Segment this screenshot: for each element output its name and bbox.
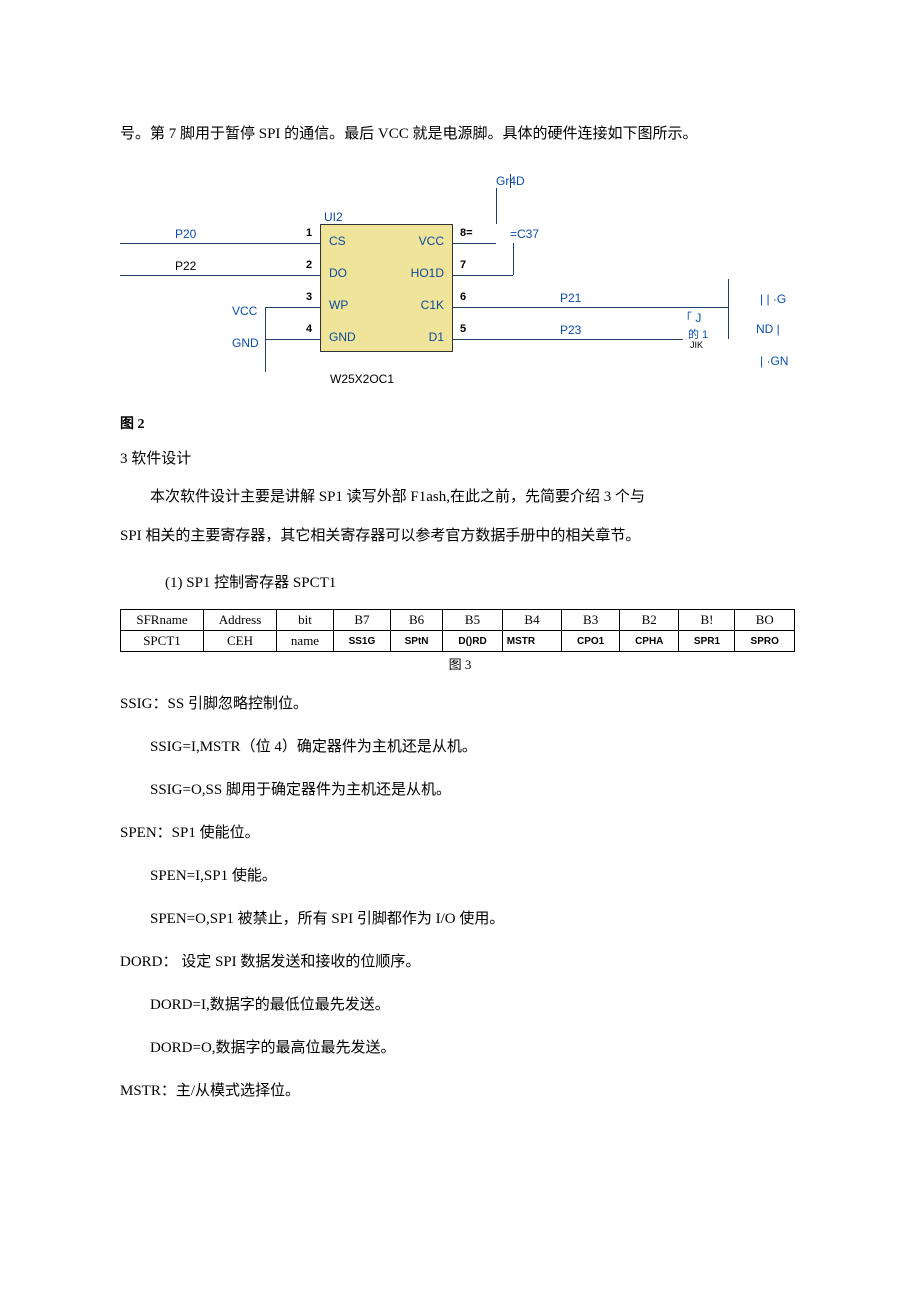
table-row: SFRname Address bit B7 B6 B5 B4 B3 B2 B!…: [121, 610, 795, 631]
pin-number: 7: [460, 259, 466, 271]
wire: [265, 339, 320, 340]
net-label: P21: [560, 291, 581, 305]
table-cell: CPO1: [562, 631, 620, 652]
ssig-heading: SSIG：SS 引脚忽略控制位。: [120, 685, 800, 724]
table-cell: SPR1: [679, 631, 735, 652]
section3-title: 3 软件设计: [120, 447, 800, 468]
pin-name: CS: [329, 234, 346, 248]
pin-number: 2: [306, 259, 312, 271]
table-cell: SPtN: [390, 631, 442, 652]
spen-detail-a: SPEN=I,SP1 使能。: [150, 857, 800, 896]
misc-label: | ·GN: [760, 354, 788, 368]
wire: [496, 188, 497, 224]
misc-label: JIK: [690, 340, 703, 350]
net-label: P20: [175, 227, 196, 241]
table-cell: SPCT1: [121, 631, 204, 652]
pin-number: 8=: [460, 227, 473, 239]
section3-para-a: 本次软件设计主要是讲解 SP1 读写外部 F1ash,在此之前，先简要介绍 3 …: [120, 478, 800, 517]
chip-ref: UI2: [324, 210, 343, 224]
table-cell: Address: [204, 610, 277, 631]
table-cell: B7: [334, 610, 391, 631]
wire: [120, 243, 320, 244]
section3-para-b: SPI 相关的主要寄存器，其它相关寄存器可以参考官方数据手册中的相关章节。: [120, 517, 800, 556]
pin-number: 6: [460, 291, 466, 303]
table-row: SPCT1 CEH name SS1G SPtN D()RD MSTR CPO1…: [121, 631, 795, 652]
spen-detail-b: SPEN=O,SP1 被禁止，所有 SPI 引脚都作为 I/O 使用。: [150, 900, 800, 939]
figure2-caption: 图 2: [120, 413, 800, 433]
wire: [453, 307, 728, 308]
wire: [453, 275, 513, 276]
pin-number: 1: [306, 227, 312, 239]
pin-number: 5: [460, 323, 466, 335]
table-cell: name: [277, 631, 334, 652]
list-item-1: (1) SP1 控制寄存器 SPCT1: [120, 564, 800, 603]
spen-heading: SPEN：SP1 使能位。: [120, 814, 800, 853]
misc-label: 「 J: [680, 309, 701, 326]
chip-model: W25X2OC1: [330, 372, 394, 386]
wire: [510, 174, 511, 188]
chip-body: CS VCC DO HO1D WP C1K GND D1: [320, 224, 453, 352]
table-cell: BO: [735, 610, 795, 631]
mstr-heading: MSTR：主/从模式选择位。: [120, 1072, 800, 1111]
pin-name: C1K: [421, 298, 444, 312]
table-cell: B!: [679, 610, 735, 631]
table-cell: MSTR: [502, 631, 562, 652]
net-label: GND: [232, 336, 259, 350]
table-cell: B2: [619, 610, 679, 631]
table-cell: CEH: [204, 631, 277, 652]
register-table: SFRname Address bit B7 B6 B5 B4 B3 B2 B!…: [120, 609, 795, 652]
pin-name: GND: [329, 330, 356, 344]
net-label: VCC: [232, 304, 257, 318]
misc-label: ND |: [756, 322, 780, 336]
table-cell: D()RD: [443, 631, 502, 652]
wire: [513, 243, 514, 275]
wire: [120, 275, 320, 276]
table-cell: B3: [562, 610, 620, 631]
dord-heading: DORD： 设定 SPI 数据发送和接收的位顺序。: [120, 943, 800, 982]
misc-label: | | ·G: [760, 292, 786, 306]
net-label: P23: [560, 323, 581, 337]
dord-detail-a: DORD=I,数据字的最低位最先发送。: [150, 986, 800, 1025]
pin-name: HO1D: [411, 266, 444, 280]
table-cell: SPRO: [735, 631, 795, 652]
ssig-detail-b: SSIG=O,SS 脚用于确定器件为主机还是从机。: [150, 771, 800, 810]
pin-name: WP: [329, 298, 348, 312]
figure3-caption: 图 3: [120, 654, 800, 673]
pin-name: D1: [429, 330, 444, 344]
table-cell: CPHA: [619, 631, 679, 652]
pin-number: 4: [306, 323, 312, 335]
schematic-diagram: Gr4D UI2 CS VCC DO HO1D WP C1K GND D1 1: [120, 174, 800, 409]
table-cell: SFRname: [121, 610, 204, 631]
table-cell: SS1G: [334, 631, 391, 652]
opening-paragraph: 号。第 7 脚用于暂停 SPI 的通信。最后 VCC 就是电源脚。具体的硬件连接…: [120, 115, 800, 154]
pin-name: VCC: [419, 234, 444, 248]
table-cell: bit: [277, 610, 334, 631]
table-cell: B5: [443, 610, 502, 631]
table-cell: B6: [390, 610, 442, 631]
dord-detail-b: DORD=O,数据字的最高位最先发送。: [150, 1029, 800, 1068]
wire: [453, 243, 496, 244]
wire: [453, 339, 683, 340]
wire: [265, 307, 320, 308]
pin-name: DO: [329, 266, 347, 280]
pin-number: 3: [306, 291, 312, 303]
wire: [728, 279, 729, 339]
table-cell: B4: [502, 610, 562, 631]
ssig-detail-a: SSIG=I,MSTR（位 4）确定器件为主机还是从机。: [150, 728, 800, 767]
net-label: =C37: [510, 227, 539, 241]
net-label: P22: [175, 259, 196, 273]
